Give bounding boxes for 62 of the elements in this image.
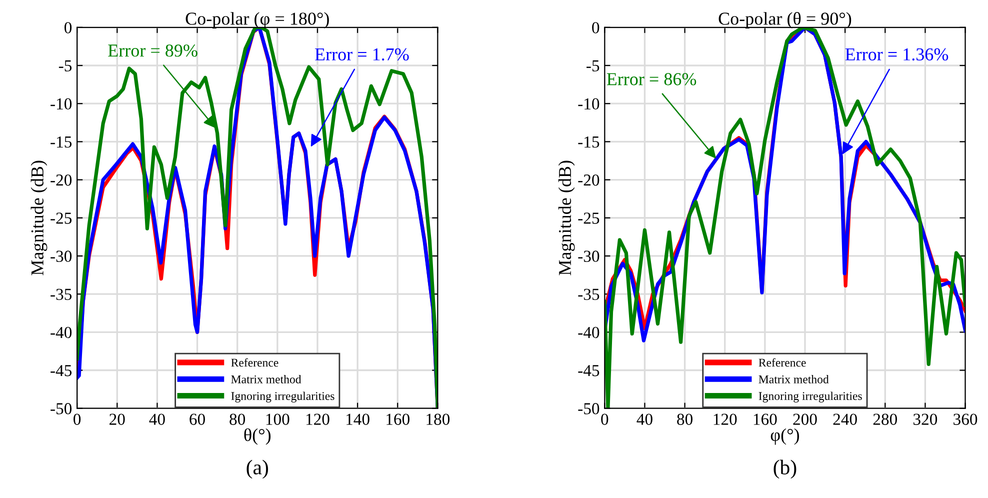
x-tick-label: 160 xyxy=(386,414,410,425)
y-tick-label: -15 xyxy=(50,136,72,148)
x-axis-title: φ(°) xyxy=(770,428,800,445)
legend-label: Reference xyxy=(758,358,806,367)
annotation: Error = 86% xyxy=(606,73,696,86)
chart-title: Co-polar (φ = 180°) xyxy=(186,12,329,28)
y-tick-label: -45 xyxy=(50,365,72,376)
y-tick-label: -30 xyxy=(50,250,72,262)
x-tick-label: 140 xyxy=(346,414,370,425)
y-axis-title: Magnitude (dB) xyxy=(558,160,575,276)
y-tick-label: -20 xyxy=(50,174,72,186)
y-tick-label: -45 xyxy=(578,365,600,376)
y-tick-label: -5 xyxy=(58,60,72,72)
x-tick-label: 280 xyxy=(873,414,898,425)
y-tick-label: -25 xyxy=(50,212,72,224)
x-tick-label: 80 xyxy=(230,414,246,425)
x-tick-label: 0 xyxy=(74,414,81,425)
y-tick-label: -50 xyxy=(578,403,600,414)
x-tick-label: 180 xyxy=(426,414,450,425)
legend-label: Ignoring irregularities xyxy=(758,392,862,402)
x-tick-label: 160 xyxy=(754,414,777,425)
x-tick-label: 80 xyxy=(677,414,692,425)
x-tick-label: 240 xyxy=(833,414,857,425)
line-series xyxy=(77,27,438,408)
y-tick-label: -40 xyxy=(50,326,72,338)
x-tick-label: 200 xyxy=(793,414,817,425)
x-tick-label: 20 xyxy=(110,414,125,425)
line-series xyxy=(604,27,966,408)
legend-label: Matrix method xyxy=(231,375,302,384)
legend-label: Matrix method xyxy=(758,375,829,384)
y-tick-label: -10 xyxy=(50,98,72,110)
text: (a) xyxy=(246,460,268,479)
x-tick-label: 0 xyxy=(601,414,608,425)
legend-label: Reference xyxy=(231,358,278,367)
y-tick-label: 0 xyxy=(64,22,72,34)
text: (b) xyxy=(774,460,796,479)
y-tick-label: -15 xyxy=(578,136,600,148)
chart-title: Co-polar (θ = 90°) xyxy=(718,12,852,28)
y-axis-title: Magnitude (dB) xyxy=(30,160,48,276)
x-tick-label: 320 xyxy=(914,414,938,425)
x-axis-title: θ(°) xyxy=(244,428,271,445)
y-tick-label: -10 xyxy=(578,98,600,110)
x-tick-label: 120 xyxy=(714,414,737,425)
x-tick-label: 120 xyxy=(306,414,330,425)
y-tick-label: -25 xyxy=(578,212,600,224)
x-tick-label: 40 xyxy=(149,414,165,425)
y-tick-label: -35 xyxy=(50,288,72,300)
legend-label: Ignoring irregularities xyxy=(231,392,334,402)
y-tick-label: -20 xyxy=(578,174,600,186)
x-tick-label: 40 xyxy=(636,414,652,425)
annotation: Error = 89% xyxy=(108,44,198,57)
y-tick-label: -35 xyxy=(578,288,600,300)
x-tick-label: 360 xyxy=(954,414,978,425)
y-tick-label: -30 xyxy=(578,250,600,262)
annotation: Error = 1.36% xyxy=(845,48,948,61)
y-tick-label: -5 xyxy=(586,60,600,72)
annotation: Error = 1.7% xyxy=(315,48,409,61)
x-tick-label: 100 xyxy=(266,414,290,425)
x-tick-label: 60 xyxy=(190,414,205,425)
y-tick-label: -50 xyxy=(50,403,72,414)
y-tick-label: -40 xyxy=(578,326,600,338)
y-tick-label: 0 xyxy=(592,22,600,34)
